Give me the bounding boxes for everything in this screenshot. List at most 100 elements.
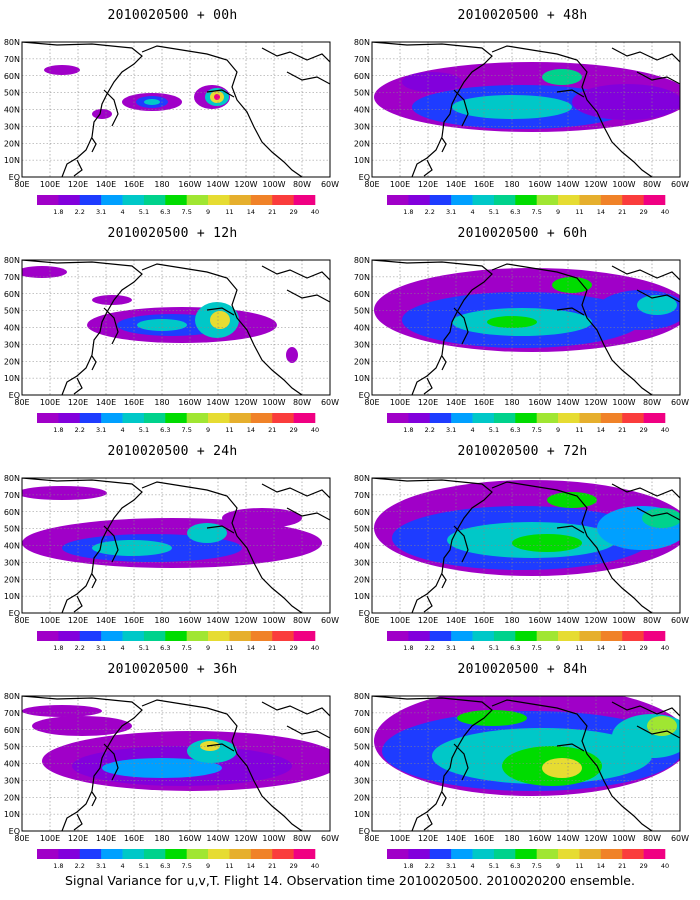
map-frame xyxy=(371,259,681,396)
colorbar-label: 6.3 xyxy=(160,862,170,870)
colorbar: 1.8 2.2 3.1 4 5.1 6.3 7.5 9 11 14 21 29 40 xyxy=(37,413,319,434)
longitude-label: 160E xyxy=(124,180,144,189)
longitude-label: 120E xyxy=(68,834,88,843)
coastline-path xyxy=(441,355,447,371)
colorbar-swatch xyxy=(387,195,409,205)
colorbar-label: 9 xyxy=(556,208,560,216)
longitude-label: 180 xyxy=(154,180,169,189)
colorbar-swatch xyxy=(122,413,145,423)
longitude-label: 120W xyxy=(584,834,607,843)
variance-map: 80E 100E 120E 140E 160E 180 160W 140W 120W 100W 80… xyxy=(354,38,689,216)
coastline-path xyxy=(453,743,469,781)
colorbar-label: 29 xyxy=(639,644,647,652)
colorbar-label: 9 xyxy=(206,862,210,870)
colorbar-swatch xyxy=(429,631,452,641)
coastline-path xyxy=(636,289,680,303)
coastline-path xyxy=(22,696,143,831)
latitude-label: 40N xyxy=(354,324,370,333)
longitude-label: 120E xyxy=(418,180,438,189)
coastline-path xyxy=(73,813,83,831)
colorbar-swatch xyxy=(208,631,230,641)
colorbar: 1.8 2.2 3.1 4 5.1 6.3 7.5 9 11 14 21 29 40 xyxy=(387,195,669,216)
colorbar-swatch xyxy=(451,849,473,859)
latitude-label: 10N xyxy=(4,156,20,165)
latitude-label: EQ xyxy=(9,609,20,618)
coastline-path xyxy=(556,525,585,534)
longitude-label: 120W xyxy=(584,398,607,407)
longitude-label: 160W xyxy=(528,616,551,625)
colorbar-label: 14 xyxy=(247,644,255,652)
colorbar-label: 21 xyxy=(268,208,276,216)
colorbar-label: 21 xyxy=(268,862,276,870)
latitude-label: 40N xyxy=(354,106,370,115)
colorbar-swatch xyxy=(579,631,602,641)
colorbar-swatch xyxy=(536,413,559,423)
colorbar-swatch xyxy=(293,631,316,641)
variance-map: 80E 100E 120E 140E 160E 180 160W 140W 120W 100W 80… xyxy=(4,256,339,434)
colorbar-label: 40 xyxy=(311,862,319,870)
longitude-label: 120W xyxy=(234,398,257,407)
colorbar-label: 3.1 xyxy=(446,208,456,216)
panel-title: 2010020500 + 24h xyxy=(107,444,238,459)
longitude-label: 60W xyxy=(321,834,339,843)
colorbar-swatch xyxy=(79,849,102,859)
colorbar-label: 6.3 xyxy=(160,208,170,216)
latitude-label: 10N xyxy=(354,592,370,601)
colorbar-swatch xyxy=(165,631,187,641)
latitude-label: 80N xyxy=(4,38,20,47)
variance-field xyxy=(374,480,680,576)
coastline-path xyxy=(636,725,680,739)
coastline-path xyxy=(22,42,143,177)
colorbar-swatch xyxy=(579,195,602,205)
longitude-label: 100W xyxy=(612,616,635,625)
panel-title: 2010020500 + 84h xyxy=(457,662,588,677)
colorbar-swatch xyxy=(272,849,294,859)
colorbar-swatch xyxy=(122,849,145,859)
variance-contour xyxy=(210,311,230,329)
latitude-label: 70N xyxy=(4,55,20,64)
colorbar-swatch xyxy=(643,413,666,423)
colorbar-swatch xyxy=(493,413,516,423)
colorbar-swatch xyxy=(272,195,294,205)
colorbar-swatch xyxy=(515,195,537,205)
latitude-label: 30N xyxy=(354,776,370,785)
longitude-label: 120W xyxy=(584,616,607,625)
colorbar-label: 7.5 xyxy=(182,644,192,652)
map-gridlines xyxy=(22,260,330,395)
longitude-label: 80W xyxy=(293,180,311,189)
colorbar-swatch xyxy=(58,849,81,859)
coastline-path xyxy=(103,743,119,781)
latitude-label: EQ xyxy=(9,827,20,836)
coastlines xyxy=(372,42,680,177)
latitude-label: 70N xyxy=(354,55,370,64)
longitude-label: 80E xyxy=(14,180,29,189)
coastline-path xyxy=(611,483,680,499)
coastline-path xyxy=(73,377,83,395)
longitude-label: 120W xyxy=(234,834,257,843)
colorbar-swatch xyxy=(643,195,666,205)
coastline-path xyxy=(372,696,493,831)
latitude-label: 20N xyxy=(354,139,370,148)
colorbar-label: 2.2 xyxy=(75,208,85,216)
coastline-path xyxy=(491,481,653,613)
coastline-path xyxy=(141,699,303,831)
colorbar-label: 1.8 xyxy=(53,644,63,652)
variance-contour xyxy=(92,109,112,119)
colorbar-label: 6.3 xyxy=(160,426,170,434)
colorbar-label: 21 xyxy=(618,426,626,434)
latitude-label: 30N xyxy=(4,558,20,567)
coastline-path xyxy=(636,507,680,521)
longitude-label: 180 xyxy=(504,180,519,189)
colorbar-swatch xyxy=(143,849,166,859)
latitude-label: 30N xyxy=(4,776,20,785)
colorbar-swatch xyxy=(408,631,431,641)
colorbar: 1.8 2.2 3.1 4 5.1 6.3 7.5 9 11 14 21 29 40 xyxy=(37,631,319,652)
coastline-path xyxy=(286,289,330,303)
colorbar-label: 14 xyxy=(597,426,605,434)
colorbar-label: 5.1 xyxy=(139,208,149,216)
colorbar-swatch xyxy=(122,195,145,205)
longitude-label: 160W xyxy=(528,180,551,189)
longitude-label: 180 xyxy=(504,398,519,407)
colorbar-swatch xyxy=(472,849,495,859)
colorbar-swatch xyxy=(101,631,123,641)
